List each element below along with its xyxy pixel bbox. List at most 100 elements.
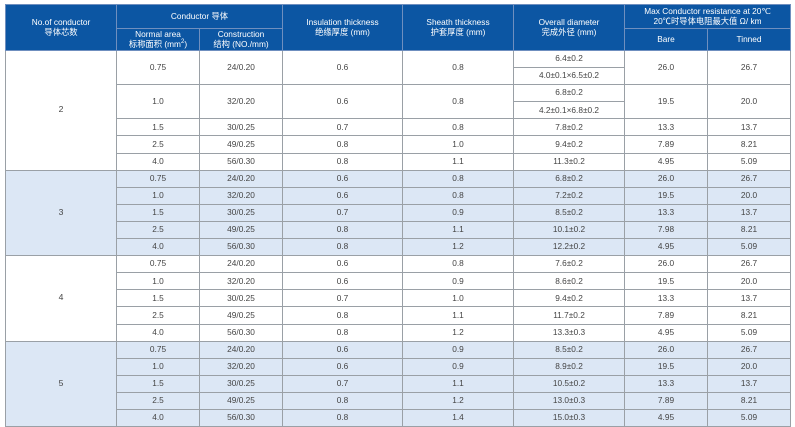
header-no-of-conductor: No.of conductor 导体芯数 <box>5 4 117 51</box>
cell-sheath: 1.0 <box>402 289 514 308</box>
cell-tinned: 13.7 <box>707 289 791 308</box>
cell-cores: 3 <box>5 169 117 257</box>
cell-insulation: 0.6 <box>282 340 403 359</box>
header-text-cn: 20℃时导体电阻最大值 Ω/ km <box>653 15 762 26</box>
cell-bare: 7.89 <box>624 135 708 154</box>
cell-diameter: 10.5±0.2 <box>513 374 625 393</box>
cell-construction: 30/0.25 <box>199 118 283 137</box>
table-row: 1.0 32/0.20 0.6 0.9 8.6±0.2 19.5 20.0 <box>6 272 791 291</box>
table-row: 2.5 49/0.25 0.8 1.0 9.4±0.2 7.89 8.21 <box>6 135 791 154</box>
header-construction: Construction 结构 (NO./mm) <box>199 28 283 51</box>
cell-sheath: 0.8 <box>402 49 514 86</box>
cell-insulation: 0.6 <box>282 272 403 291</box>
superscript: 2 <box>180 39 185 46</box>
cell-sheath: 0.8 <box>402 84 514 120</box>
cell-bare: 7.89 <box>624 391 708 410</box>
cell-bare: 19.5 <box>624 186 708 205</box>
cell-area: 1.0 <box>116 84 200 120</box>
cell-bare: 19.5 <box>624 84 708 120</box>
cell-construction: 30/0.25 <box>199 374 283 393</box>
cell-insulation: 0.8 <box>282 408 403 427</box>
table-row: 1.5 30/0.25 0.7 0.9 8.5±0.2 13.3 13.7 <box>6 203 791 222</box>
header-text: Bare <box>657 33 675 44</box>
cell-tinned: 20.0 <box>707 272 791 291</box>
cell-tinned: 8.21 <box>707 220 791 240</box>
cell-insulation: 0.8 <box>282 391 403 410</box>
cell-insulation: 0.6 <box>282 169 403 188</box>
cell-diameter: 6.8±0.2 <box>513 84 625 103</box>
header-text: Normal area <box>135 28 181 39</box>
cell-insulation: 0.8 <box>282 135 403 154</box>
cell-construction: 56/0.30 <box>199 323 283 342</box>
cell-bare: 19.5 <box>624 357 708 376</box>
cell-construction: 49/0.25 <box>199 135 283 154</box>
cell-construction: 56/0.30 <box>199 152 283 171</box>
cell-tinned: 26.7 <box>707 49 791 86</box>
cell-tinned: 20.0 <box>707 84 791 120</box>
cell-tinned: 26.7 <box>707 340 791 359</box>
cell-construction: 24/0.20 <box>199 169 283 188</box>
cell-construction: 49/0.25 <box>199 391 283 410</box>
cell-construction: 24/0.20 <box>199 340 283 359</box>
table-row: 4.0 56/0.30 0.8 1.2 13.3±0.3 4.95 5.09 <box>6 323 791 342</box>
header-text-cn: 结构 (NO./mm) <box>213 38 269 49</box>
header-text-cn: 标称面积 (mm2) <box>118 39 199 49</box>
cell-construction: 32/0.20 <box>199 186 283 205</box>
cell-sheath: 0.8 <box>402 169 514 188</box>
header-text: Tinned <box>736 33 762 44</box>
cell-area: 4.0 <box>116 408 200 427</box>
cell-sheath: 0.8 <box>402 255 514 274</box>
table-row: 2.5 49/0.25 0.8 1.1 10.1±0.2 7.98 8.21 <box>6 220 791 240</box>
table-row: 1.5 30/0.25 0.7 1.1 10.5±0.2 13.3 13.7 <box>6 374 791 393</box>
table-row: 2.5 49/0.25 0.8 1.1 11.7±0.2 7.89 8.21 <box>6 306 791 325</box>
cell-tinned: 13.7 <box>707 374 791 393</box>
cell-sheath: 0.9 <box>402 272 514 291</box>
cell-insulation: 0.6 <box>282 186 403 205</box>
cell-tinned: 5.09 <box>707 152 791 171</box>
cell-area: 0.75 <box>116 340 200 359</box>
cell-diameter: 4.2±0.1×6.8±0.2 <box>513 101 625 120</box>
cell-diameter: 7.2±0.2 <box>513 186 625 205</box>
cell-diameter: 6.4±0.2 <box>513 49 625 69</box>
cell-tinned: 26.7 <box>707 255 791 274</box>
cell-diameter: 9.4±0.2 <box>513 135 625 154</box>
cell-bare: 4.95 <box>624 152 708 171</box>
header-text: Sheath thickness <box>426 16 490 27</box>
cell-sheath: 1.2 <box>402 391 514 410</box>
cell-insulation: 0.7 <box>282 203 403 222</box>
cell-diameter: 8.9±0.2 <box>513 357 625 376</box>
cell-area: 0.75 <box>116 169 200 188</box>
table-row: 4.0 56/0.30 0.8 1.4 15.0±0.3 4.95 5.09 <box>6 408 791 427</box>
header-text: Conductor 导体 <box>170 10 229 21</box>
cell-construction: 24/0.20 <box>199 49 283 86</box>
cell-tinned: 13.7 <box>707 118 791 137</box>
cell-area: 1.5 <box>116 118 200 137</box>
cell-diameter: 9.4±0.2 <box>513 289 625 308</box>
cell-bare: 4.95 <box>624 408 708 427</box>
cell-diameter: 12.2±0.2 <box>513 238 625 257</box>
cell-tinned: 20.0 <box>707 357 791 376</box>
cell-area: 4.0 <box>116 238 200 257</box>
header-normal-area: Normal area 标称面积 (mm2) <box>116 28 200 51</box>
cell-tinned: 8.21 <box>707 306 791 325</box>
cell-diameter: 7.8±0.2 <box>513 118 625 137</box>
cell-construction: 32/0.20 <box>199 84 283 120</box>
table-row: 2.5 49/0.25 0.8 1.2 13.0±0.3 7.89 8.21 <box>6 391 791 410</box>
cell-insulation: 0.8 <box>282 306 403 325</box>
cell-bare: 7.89 <box>624 306 708 325</box>
cell-tinned: 13.7 <box>707 203 791 222</box>
cell-insulation: 0.7 <box>282 289 403 308</box>
cell-diameter: 8.5±0.2 <box>513 340 625 359</box>
cell-construction: 32/0.20 <box>199 357 283 376</box>
cell-construction: 56/0.30 <box>199 238 283 257</box>
cell-sheath: 1.4 <box>402 408 514 427</box>
cell-area: 1.5 <box>116 289 200 308</box>
cell-sheath: 0.8 <box>402 186 514 205</box>
cell-insulation: 0.8 <box>282 152 403 171</box>
table-row: 4.0±0.1×6.5±0.2 <box>6 67 791 86</box>
cell-diameter: 11.3±0.2 <box>513 152 625 171</box>
header-text: Max Conductor resistance at 20℃ <box>644 5 771 16</box>
cell-construction: 32/0.20 <box>199 272 283 291</box>
cell-sheath: 1.1 <box>402 374 514 393</box>
header-overall-diameter: Overall diameter 完成外径 (mm) <box>513 4 625 51</box>
